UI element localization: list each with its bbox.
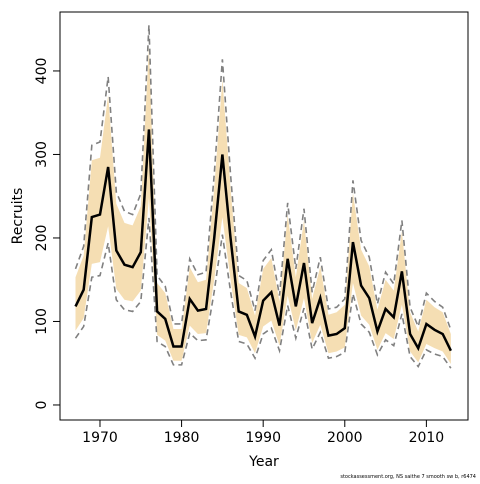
dashed-bound: [74, 24, 452, 331]
x-tick-label: 2000: [327, 430, 363, 446]
x-tick-label: 1990: [245, 430, 281, 446]
x-axis-label: Year: [248, 454, 279, 470]
footnote: stockassessment.org, NS saithe 7 smooth …: [340, 474, 476, 480]
dashed-bound: [74, 217, 452, 369]
plot-frame: [59, 11, 469, 421]
x-tick-label: 1980: [164, 430, 200, 446]
y-tick-label: 200: [34, 225, 50, 252]
y-axis-label: Recruits: [10, 188, 26, 245]
estimate-line: [74, 129, 452, 352]
plot-area: [74, 24, 452, 369]
y-tick-label: 0: [34, 401, 50, 410]
y-tick-label: 300: [34, 141, 50, 168]
x-tick-label: 1970: [82, 430, 118, 446]
x-tick-label: 2010: [409, 430, 445, 446]
y-tick-label: 100: [34, 308, 50, 335]
y-tick-label: 400: [34, 58, 50, 85]
confidence-band: [75, 46, 451, 365]
